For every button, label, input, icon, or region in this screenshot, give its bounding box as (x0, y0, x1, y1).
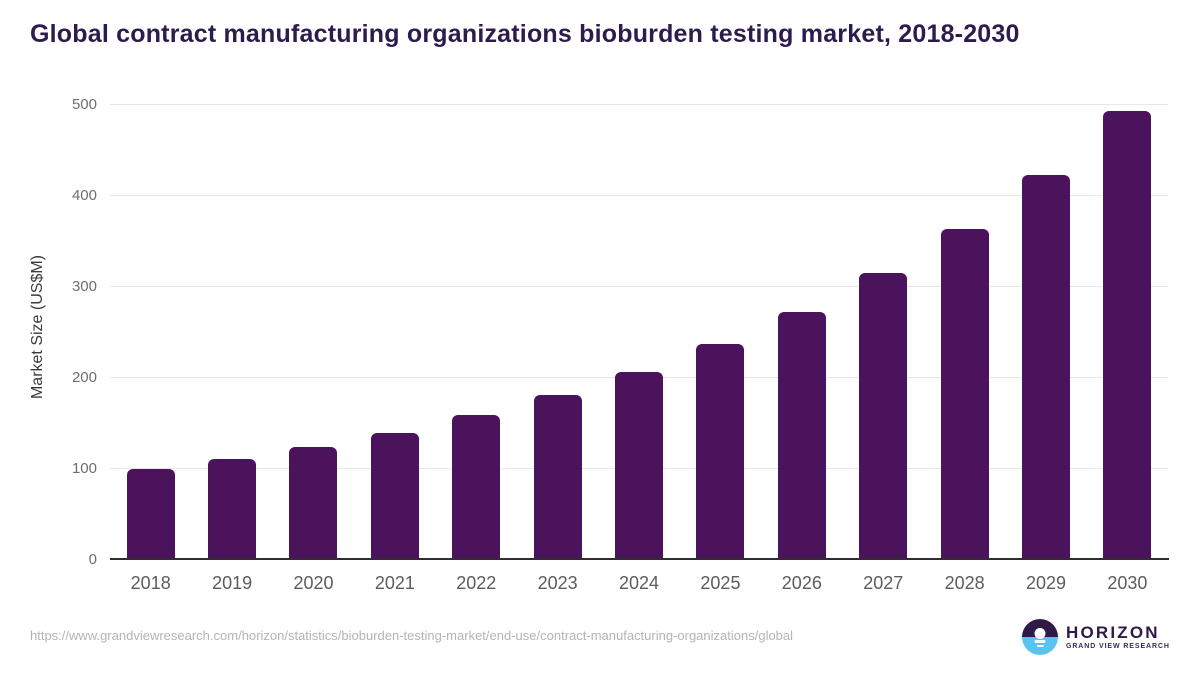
x-tick-label: 2030 (1107, 573, 1148, 593)
y-tick-label: 100 (71, 459, 97, 477)
bar-cell: 2029 (1005, 104, 1086, 593)
y-tick-label: 300 (71, 277, 97, 295)
x-tick-label: 2025 (700, 573, 741, 593)
bar-cell: 2025 (680, 104, 761, 593)
x-tick-label: 2027 (863, 573, 904, 593)
bar-cell: 2019 (191, 104, 272, 593)
logo-sub-brand: GRAND VIEW RESEARCH (1066, 642, 1170, 650)
bar-2018 (126, 468, 175, 559)
bar-cell: 2028 (924, 104, 1005, 593)
bars-container: 2018 2019 2020 2021 2022 2023 2024 2025 2026 2027… (110, 104, 1168, 593)
logo-icon-sun (1034, 628, 1046, 639)
source-url: https://www.grandviewresearch.com/horizo… (30, 628, 794, 643)
horizon-logo: HORIZON GRAND VIEW RESEARCH (1022, 619, 1170, 655)
y-tick-label: 400 (71, 186, 97, 204)
gridline (110, 286, 1168, 287)
bar-cell: 2021 (354, 104, 435, 593)
chart-title: Global contract manufacturing organizati… (30, 20, 1020, 48)
bar-cell: 2030 (1087, 104, 1168, 593)
x-tick-label: 2023 (537, 573, 578, 593)
bar-2030 (1103, 111, 1152, 559)
bar-cell: 2027 (843, 104, 924, 593)
bar-2024 (615, 371, 664, 559)
bar-2027 (859, 273, 908, 559)
bar-cell: 2022 (436, 104, 517, 593)
horizon-sunset-icon (1022, 619, 1058, 655)
bar-2025 (696, 344, 745, 559)
bar-2028 (940, 228, 989, 559)
bar-cell: 2023 (517, 104, 598, 593)
y-tick-label: 0 (88, 550, 97, 568)
bar-2023 (533, 395, 582, 559)
bar-2022 (452, 415, 501, 559)
bar-2021 (370, 432, 419, 559)
x-axis-line (110, 558, 1169, 560)
x-tick-label: 2018 (130, 573, 171, 593)
bar-2026 (777, 311, 826, 559)
x-tick-label: 2026 (781, 573, 822, 593)
x-tick-label: 2028 (944, 573, 985, 593)
x-tick-label: 2020 (293, 573, 334, 593)
y-tick-label: 200 (71, 368, 97, 386)
x-tick-label: 2022 (456, 573, 497, 593)
bar-cell: 2018 (110, 104, 191, 593)
logo-icon-wave (1036, 644, 1044, 647)
bar-cell: 2026 (761, 104, 842, 593)
x-tick-label: 2019 (212, 573, 253, 593)
logo-text: HORIZON GRAND VIEW RESEARCH (1066, 622, 1170, 651)
logo-brand-name: HORIZON (1066, 622, 1160, 642)
bar-2029 (1021, 175, 1070, 559)
bar-2020 (289, 447, 338, 559)
gridline (110, 104, 1168, 105)
logo-icon-wave (1034, 640, 1046, 643)
bar-cell: 2020 (273, 104, 354, 593)
bar-cell: 2024 (598, 104, 679, 593)
x-tick-label: 2024 (619, 573, 660, 593)
plot-area: 2018 2019 2020 2021 2022 2023 2024 2025 2026 2027… (110, 104, 1168, 593)
y-tick-label: 500 (71, 95, 97, 113)
x-tick-label: 2021 (374, 573, 415, 593)
bar-2019 (208, 458, 257, 559)
gridline (110, 195, 1168, 196)
x-tick-label: 2029 (1025, 573, 1067, 593)
